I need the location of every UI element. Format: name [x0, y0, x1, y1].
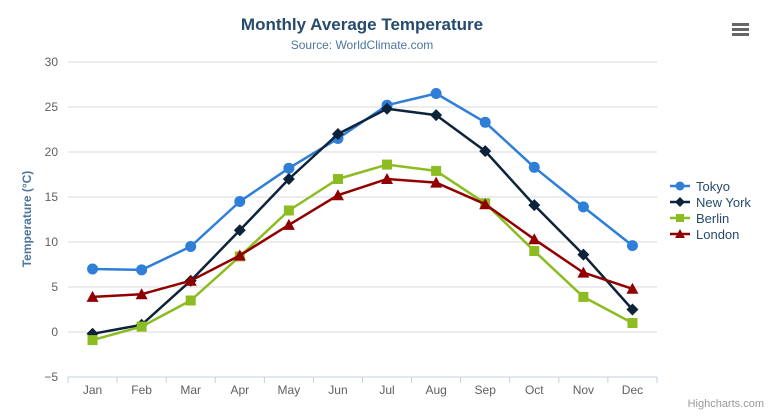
- credits-link[interactable]: Highcharts.com: [687, 398, 764, 410]
- legend-item-berlin[interactable]: Berlin: [669, 210, 751, 226]
- x-axis-label: Feb: [131, 383, 152, 397]
- point-london-aug[interactable]: [430, 176, 443, 188]
- series-line-tokyo: [91, 92, 634, 272]
- y-axis-label: −5: [44, 370, 58, 384]
- point-new-york-dec[interactable]: [626, 303, 639, 316]
- x-axis-label: Sep: [475, 383, 497, 397]
- point-berlin-dec[interactable]: [627, 318, 638, 328]
- x-axis-label: Mar: [180, 383, 201, 397]
- y-axis-label: 15: [45, 190, 59, 204]
- point-new-york-oct[interactable]: [528, 199, 541, 212]
- point-berlin-oct[interactable]: [529, 246, 540, 256]
- point-berlin-mar[interactable]: [185, 295, 196, 306]
- point-london-apr[interactable]: [233, 249, 246, 261]
- point-london-may[interactable]: [282, 218, 295, 230]
- chart-subtitle: Source: WorldClimate.com: [290, 38, 434, 52]
- y-axis-label: 0: [51, 325, 58, 339]
- legend-label: Tokyo: [696, 178, 730, 194]
- legend-label: Berlin: [696, 210, 730, 226]
- series-line-london: [91, 177, 634, 299]
- legend-label: New York: [696, 194, 751, 210]
- series-line-berlin: [91, 163, 634, 342]
- point-london-jun[interactable]: [331, 189, 344, 201]
- legend-marker-square: [670, 214, 690, 222]
- x-axis-label: Jun: [328, 383, 347, 397]
- y-axis-label: 30: [45, 55, 59, 69]
- point-london-jan[interactable]: [86, 290, 99, 302]
- legend: Tokyo New York Berlin London: [669, 178, 751, 242]
- y-axis-label: 5: [51, 280, 58, 294]
- point-new-york-aug[interactable]: [430, 109, 443, 122]
- x-axis-label: Dec: [622, 383, 643, 397]
- x-axis-label: Nov: [573, 383, 594, 397]
- point-tokyo-sep[interactable]: [479, 116, 491, 128]
- point-tokyo-oct[interactable]: [528, 161, 540, 173]
- point-new-york-jul[interactable]: [381, 102, 394, 115]
- point-london-feb[interactable]: [135, 288, 148, 300]
- x-axis-label: Oct: [525, 383, 544, 397]
- y-axis-label: 25: [45, 100, 59, 114]
- point-tokyo-dec[interactable]: [626, 240, 638, 252]
- x-axis-label: Jul: [379, 383, 394, 397]
- point-berlin-feb[interactable]: [136, 321, 147, 332]
- chart-title: Monthly Average Temperature: [240, 15, 484, 34]
- legend-item-london[interactable]: London: [669, 226, 751, 242]
- point-london-dec[interactable]: [626, 282, 639, 294]
- point-london-jul[interactable]: [381, 173, 394, 184]
- legend-marker-diamond: [670, 197, 690, 207]
- x-axis-label: Jan: [83, 383, 102, 397]
- y-axis-title: Temperature (°C): [20, 170, 34, 268]
- x-axis-label: Apr: [230, 383, 249, 397]
- point-london-sep[interactable]: [479, 198, 492, 210]
- legend-label: London: [696, 226, 740, 242]
- legend-marker-triangle: [670, 229, 690, 238]
- point-tokyo-jan[interactable]: [87, 263, 99, 275]
- point-london-nov[interactable]: [577, 266, 590, 278]
- point-berlin-jan[interactable]: [87, 335, 98, 346]
- x-axis-label: Aug: [425, 383, 446, 397]
- legend-item-tokyo[interactable]: Tokyo: [669, 178, 751, 194]
- y-axis-label: 10: [45, 235, 59, 249]
- export-menu-button[interactable]: [728, 18, 752, 40]
- point-berlin-aug[interactable]: [431, 165, 442, 176]
- point-tokyo-nov[interactable]: [577, 201, 589, 213]
- point-berlin-may[interactable]: [283, 205, 294, 216]
- series-line-new-york: [91, 107, 634, 336]
- hamburger-icon: [731, 21, 749, 38]
- y-axis-label: 20: [45, 145, 59, 159]
- legend-marker-circle: [670, 181, 690, 191]
- point-tokyo-mar[interactable]: [185, 241, 197, 252]
- point-tokyo-aug[interactable]: [430, 88, 442, 99]
- point-new-york-may[interactable]: [282, 173, 295, 185]
- point-berlin-nov[interactable]: [578, 291, 589, 302]
- point-berlin-jun[interactable]: [332, 174, 343, 184]
- point-london-oct[interactable]: [528, 233, 541, 245]
- point-tokyo-may[interactable]: [283, 162, 295, 174]
- point-london-mar[interactable]: [184, 274, 197, 286]
- point-tokyo-apr[interactable]: [234, 196, 246, 207]
- point-new-york-sep[interactable]: [479, 145, 492, 158]
- x-axis-label: May: [278, 383, 301, 397]
- point-tokyo-feb[interactable]: [136, 264, 148, 276]
- legend-item-new-york[interactable]: New York: [669, 194, 751, 210]
- point-berlin-jul[interactable]: [382, 159, 393, 170]
- point-new-york-nov[interactable]: [577, 248, 590, 261]
- point-new-york-jun[interactable]: [331, 128, 344, 140]
- point-new-york-apr[interactable]: [233, 224, 246, 237]
